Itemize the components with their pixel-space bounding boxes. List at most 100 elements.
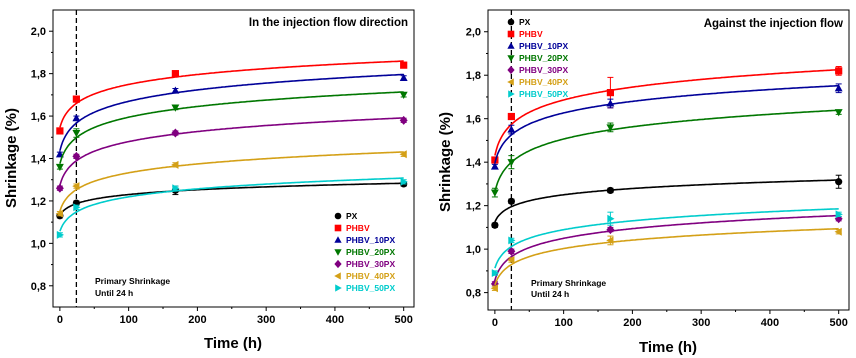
legend: PX PHBV PHBV_10PX PHBV_20PX PHBV_30PX PHBV_40… (334, 211, 395, 293)
x-tick-label: 400 (326, 314, 344, 326)
annotation-line2-right: Until 24 h (531, 289, 569, 299)
y-tick-label: 1,4 (31, 154, 47, 166)
data-point (491, 221, 499, 229)
data-point (72, 151, 81, 161)
x-tick-label: 400 (761, 317, 779, 329)
data-point (490, 284, 498, 293)
y-tick-label: 1,2 (31, 196, 46, 208)
legend-label: PHBV (346, 223, 370, 233)
data-point (507, 159, 516, 167)
legend-label: PHBV_10PX (346, 235, 395, 245)
data-point (507, 112, 515, 121)
data-point (606, 89, 614, 97)
data-point (490, 162, 499, 170)
legend-marker (334, 249, 342, 256)
legend-label: PHBV_10PX (519, 41, 568, 51)
y-tick-label: 1,0 (31, 238, 46, 250)
data-point (399, 73, 408, 81)
data-point (835, 178, 843, 186)
data-point (56, 230, 65, 239)
data-point (507, 125, 516, 133)
data-point (834, 109, 843, 117)
data-point (399, 91, 408, 99)
chart-left: In the injection flow direction Time (h)… (3, 9, 415, 352)
y-axis-title-left: Shrinkage (%) (3, 108, 20, 208)
legend-label: PHBV_40PX (346, 271, 395, 281)
data-point (72, 114, 81, 122)
legend-marker (334, 224, 342, 232)
legend-label: PHBV_50PX (346, 283, 395, 293)
data-point (171, 104, 180, 112)
series-phbv-10px (490, 83, 843, 170)
legend-marker (507, 65, 515, 75)
fit-curve (59, 91, 404, 164)
annotation-line2-left: Until 24 h (95, 288, 133, 298)
x-axis-title-left: Time (h) (204, 335, 262, 352)
x-tick-label: 300 (692, 317, 710, 329)
chart-right-marks: 0 100 200 300 400 5000,81,01,21,41,61,82,0PXP… (466, 10, 848, 329)
annotation-line1-right: Primary Shrinkage (531, 278, 606, 288)
data-point (172, 184, 180, 193)
series-phbv-10px (55, 73, 408, 158)
legend-label: PHBV (519, 29, 543, 39)
data-point (491, 269, 500, 278)
y-tick-label: 1,8 (466, 70, 481, 82)
y-tick-label: 0,8 (466, 288, 481, 300)
x-tick-label: 100 (554, 317, 572, 329)
series-phbv-50px (56, 177, 408, 239)
legend-marker (334, 212, 342, 220)
data-point (491, 156, 499, 164)
legend-label: PHBV_20PX (346, 247, 395, 257)
data-point (607, 214, 615, 223)
y-tick-label: 2,0 (31, 26, 46, 38)
data-point (400, 61, 408, 69)
data-point (171, 86, 180, 94)
data-point (606, 186, 614, 195)
legend-label: PHBV_40PX (519, 77, 568, 87)
data-point (507, 256, 515, 264)
x-tick-label: 0 (57, 314, 63, 326)
data-point (834, 84, 843, 92)
y-axis-title-right: Shrinkage (%) (437, 112, 454, 212)
chart-right: Against the injection flow Time (h) Shri… (437, 9, 850, 356)
series-phbv-40px (490, 227, 842, 293)
fit-curve (59, 177, 404, 232)
data-point (399, 150, 407, 159)
x-tick-label: 500 (830, 317, 848, 329)
data-point (171, 160, 179, 169)
data-point (56, 127, 64, 135)
data-point (73, 203, 81, 212)
x-tick-label: 0 (492, 317, 498, 329)
data-point (508, 236, 516, 245)
legend-label: PHBV_30PX (519, 65, 568, 75)
x-tick-label: 200 (623, 317, 641, 329)
fit-curve (494, 84, 839, 164)
y-tick-label: 1,2 (466, 201, 481, 213)
data-point (835, 67, 843, 75)
y-tick-label: 1,6 (466, 114, 481, 126)
chart-title-right: Against the injection flow (704, 18, 843, 30)
data-point (55, 163, 64, 172)
legend-label: PHBV_30PX (346, 259, 395, 269)
series-phbv-20px (490, 109, 843, 198)
fit-curve (494, 208, 839, 269)
data-point (399, 115, 408, 125)
data-point (171, 128, 180, 138)
x-tick-label: 200 (188, 314, 206, 326)
annotation-line1-left: Primary Shrinkage (95, 276, 170, 286)
data-point (507, 197, 515, 205)
fit-curve (59, 73, 404, 151)
data-point (55, 209, 63, 218)
data-point (490, 189, 499, 197)
legend-marker (507, 55, 515, 62)
legend-marker (507, 42, 515, 49)
chart-title-left: In the injection flow direction (249, 17, 408, 29)
fit-curve (494, 179, 839, 223)
legend-marker (335, 284, 342, 292)
series-phbv-50px (491, 208, 843, 278)
y-tick-label: 1,0 (466, 244, 481, 256)
series-phbv-20px (55, 91, 408, 172)
legend-marker (334, 259, 342, 269)
series-phbv-40px (55, 150, 407, 218)
